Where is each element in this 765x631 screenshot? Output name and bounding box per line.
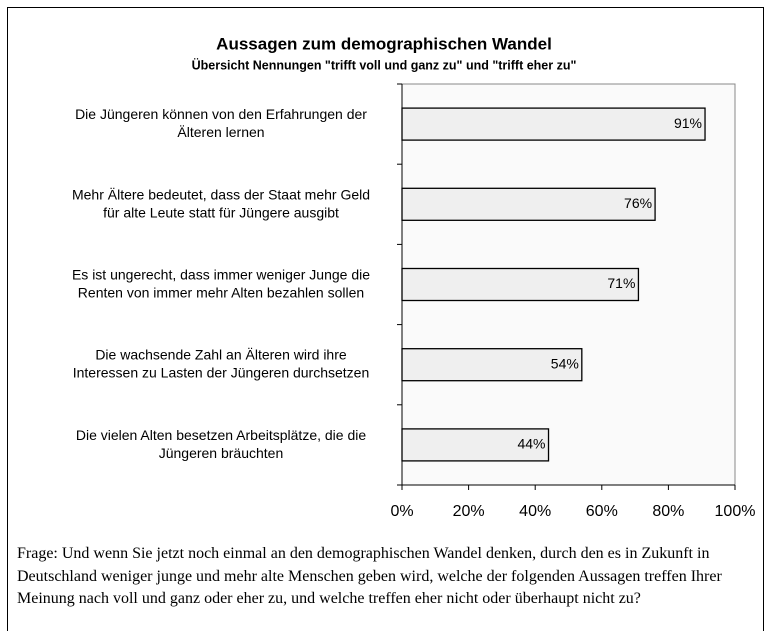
x-tick-label: 80% bbox=[652, 503, 684, 520]
x-tick-label: 0% bbox=[390, 503, 413, 520]
x-tick-label: 40% bbox=[519, 503, 551, 520]
frame bbox=[7, 7, 764, 631]
category-label: Die Jüngeren können von den Erfahrungen … bbox=[75, 106, 367, 140]
value-label: 76% bbox=[624, 195, 652, 211]
chart-subtitle: Übersicht Nennungen "trifft voll und gan… bbox=[192, 57, 577, 72]
category-label: Mehr Ältere bedeutet, dass der Staat meh… bbox=[72, 186, 370, 220]
question-note: Frage: Und wenn Sie jetzt noch einmal an… bbox=[17, 545, 722, 607]
x-tick-label: 100% bbox=[715, 503, 756, 520]
category-label: Die wachsende Zahl an Älteren wird ihre I… bbox=[73, 346, 370, 380]
category-label: Die vielen Alten besetzen Arbeitsplätze,… bbox=[76, 427, 367, 461]
chart-title: Aussagen zum demographischen Wandel bbox=[216, 34, 552, 53]
bar bbox=[401, 107, 706, 141]
bar bbox=[401, 348, 583, 382]
x-tick-label: 60% bbox=[586, 503, 618, 520]
value-label: 91% bbox=[674, 115, 702, 131]
bar bbox=[401, 428, 550, 462]
value-label: 71% bbox=[607, 275, 635, 291]
bar bbox=[401, 267, 640, 302]
value-label: 54% bbox=[551, 355, 579, 371]
bar bbox=[401, 187, 656, 221]
category-label: Es ist ungerecht, dass immer weniger Jun… bbox=[72, 266, 370, 300]
value-label: 44% bbox=[517, 436, 545, 452]
x-tick-label: 20% bbox=[453, 503, 485, 520]
